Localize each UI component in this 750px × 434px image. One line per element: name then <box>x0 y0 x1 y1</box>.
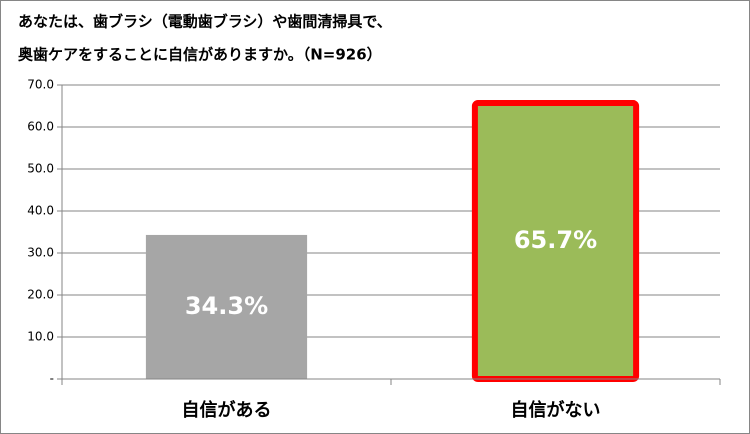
y-tick-label: 50.0 <box>27 162 54 176</box>
x-tick-label: 自信がない <box>511 399 601 421</box>
value-label: 34.3% <box>185 292 268 320</box>
y-tick-label: 40.0 <box>27 204 54 218</box>
value-label: 65.7% <box>514 226 597 254</box>
y-tick-label: 60.0 <box>27 120 54 134</box>
y-tick-label: 20.0 <box>27 288 54 302</box>
bar <box>145 234 308 379</box>
y-tick-label: 10.0 <box>27 330 54 344</box>
y-tick-label: 30.0 <box>27 246 54 260</box>
chart-title-line: 奥歯ケアをすることに自信がありますか。（N=926） <box>18 46 382 64</box>
x-tick-label: 自信がある <box>182 399 272 421</box>
y-tick-label: 70.0 <box>27 78 54 92</box>
y-tick-label: - <box>50 372 54 386</box>
chart-title-line: あなたは、歯ブラシ（電動歯ブラシ）や歯間清掃具で、 <box>18 13 392 31</box>
